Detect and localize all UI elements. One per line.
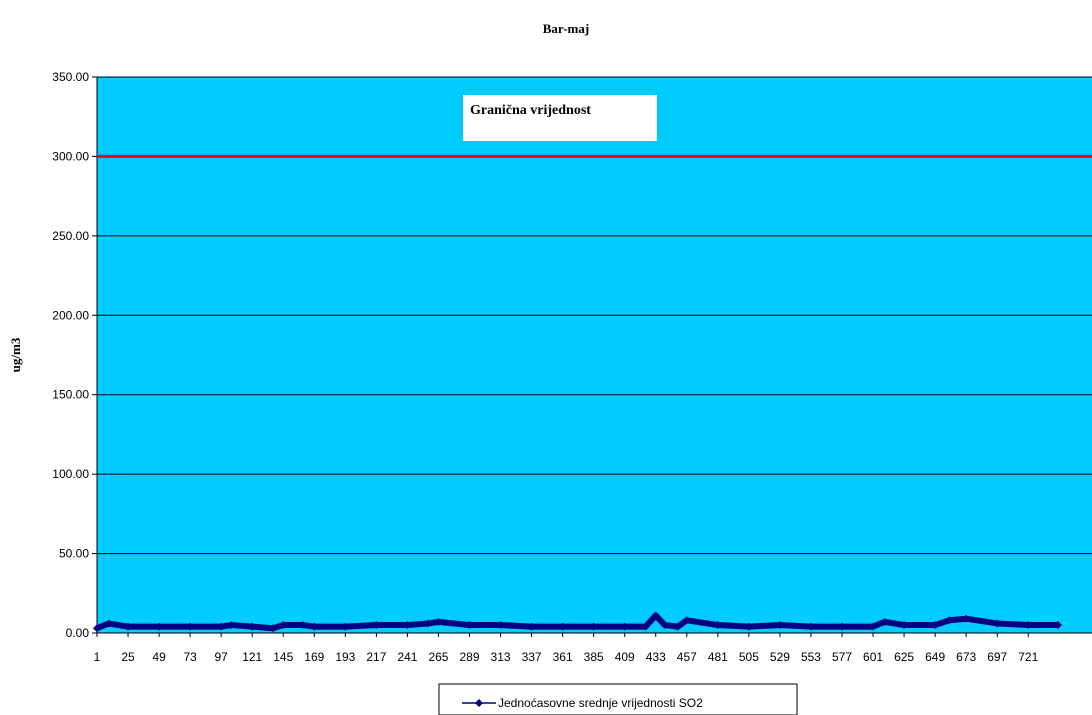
data-point	[124, 622, 133, 631]
y-axis-ticks: 0.00 50.00 100.00 150.00 200.00 250.00 300.00 3…	[52, 70, 89, 640]
data-point	[993, 619, 1002, 628]
x-tick-label: 193	[335, 650, 355, 664]
data-point	[424, 619, 433, 628]
data-point	[403, 621, 412, 630]
data-point	[465, 621, 474, 630]
data-point	[372, 621, 381, 630]
x-tick-label: 385	[584, 650, 604, 664]
x-tick-label: 505	[739, 650, 759, 664]
y-tick-label: 0.00	[66, 626, 90, 640]
limit-annotation: Granična vrijednost	[463, 95, 657, 141]
data-point	[217, 622, 226, 631]
data-point	[880, 617, 889, 626]
y-tick-label: 200.00	[52, 308, 89, 322]
data-point	[93, 624, 101, 633]
data-point	[527, 622, 536, 631]
x-tick-label: 721	[1018, 650, 1038, 664]
x-tick-label: 649	[925, 650, 945, 664]
x-tick-label: 673	[956, 650, 976, 664]
x-tick-label: 361	[553, 650, 573, 664]
x-tick-label: 529	[770, 650, 790, 664]
x-tick-label: 313	[491, 650, 511, 664]
x-tick-label: 169	[304, 650, 324, 664]
x-tick-label: 73	[183, 650, 197, 664]
legend-marker	[475, 699, 483, 707]
data-point	[496, 621, 505, 630]
data-point	[660, 621, 669, 630]
data-point	[682, 616, 691, 625]
x-tick-label: 577	[832, 650, 852, 664]
x-tick-label: 49	[152, 650, 166, 664]
data-point	[806, 622, 815, 631]
x-tick-label: 97	[214, 650, 228, 664]
y-tick-label: 250.00	[52, 229, 89, 243]
data-point	[713, 621, 722, 630]
x-tick-label: 217	[366, 650, 386, 664]
x-axis-ticks: 1 25 49 73 97 121 145 169 193 217 241 265 289 313 337 3…	[94, 633, 1039, 664]
data-point	[298, 621, 307, 630]
x-tick-label: 241	[397, 650, 417, 664]
data-point	[155, 622, 164, 631]
x-tick-label: 289	[459, 650, 479, 664]
plot-area	[97, 77, 1092, 633]
y-tick-label: 50.00	[59, 547, 89, 561]
data-point	[744, 622, 753, 631]
x-tick-label: 433	[646, 650, 666, 664]
data-point	[900, 621, 909, 630]
x-tick-label: 457	[677, 650, 697, 664]
annotation-text: Granična vrijednost	[470, 103, 591, 118]
data-point	[641, 622, 650, 631]
data-point	[775, 621, 784, 630]
data-point	[931, 621, 940, 630]
x-tick-label: 481	[708, 650, 728, 664]
series-group	[93, 611, 1062, 633]
y-axis-label: ug/m3	[8, 337, 23, 372]
x-tick-label: 25	[121, 650, 135, 664]
data-point	[869, 622, 878, 631]
y-tick-label: 150.00	[52, 388, 89, 402]
data-point	[962, 614, 971, 623]
data-point	[104, 619, 113, 628]
data-point	[268, 624, 277, 633]
data-point	[620, 622, 629, 631]
x-tick-label: 145	[273, 650, 293, 664]
x-tick-label: 121	[242, 650, 262, 664]
y-tick-label: 350.00	[52, 70, 89, 84]
data-point	[279, 621, 288, 630]
y-tick-label: 100.00	[52, 467, 89, 481]
data-point	[651, 611, 660, 620]
x-tick-label: 553	[801, 650, 821, 664]
data-point	[227, 621, 236, 630]
x-tick-label: 265	[428, 650, 448, 664]
data-point	[589, 622, 598, 631]
data-point	[434, 617, 443, 626]
chart-title: Bar-maj	[543, 21, 589, 36]
x-tick-label: 409	[615, 650, 635, 664]
x-tick-label: 1	[94, 650, 101, 664]
x-tick-label: 625	[894, 650, 914, 664]
data-point	[186, 622, 195, 631]
x-tick-label: 337	[522, 650, 542, 664]
annotation-box	[463, 95, 657, 141]
data-point	[1024, 621, 1033, 630]
legend: Jednoćasovne srednje vrijednosti SO2	[438, 683, 798, 715]
data-point	[341, 622, 350, 631]
data-point	[248, 622, 257, 631]
data-point	[838, 622, 847, 631]
data-point	[1054, 621, 1062, 630]
legend-entry: Jednoćasovne srednje vrijednosti SO2	[498, 696, 703, 710]
data-point	[673, 622, 682, 631]
x-tick-label: 697	[987, 650, 1007, 664]
legend-box	[438, 683, 798, 715]
y-tick-label: 300.00	[52, 149, 89, 163]
x-tick-label: 601	[863, 650, 883, 664]
data-point	[310, 622, 319, 631]
data-point	[558, 622, 567, 631]
data-point	[945, 616, 954, 625]
